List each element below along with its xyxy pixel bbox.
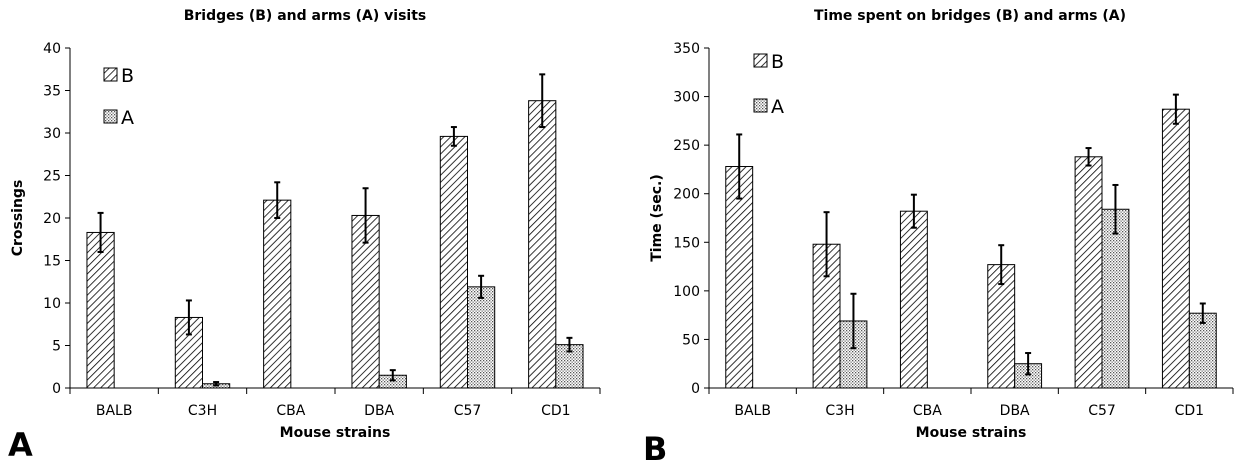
- y-tick-label: 200: [673, 187, 700, 203]
- x-tick-label: BALB: [96, 403, 133, 419]
- bar-B-DBA: [351, 214, 380, 389]
- y-axis-label: Time (sec.): [649, 174, 665, 262]
- x-tick-label: CBA: [913, 403, 942, 419]
- y-tick-label: 15: [43, 254, 61, 270]
- x-tick-label: CD1: [1175, 403, 1204, 419]
- y-tick-label: 350: [673, 41, 700, 57]
- bar-B-CBA: [899, 210, 928, 389]
- y-tick-label: 100: [673, 284, 700, 300]
- x-tick-label: CD1: [541, 403, 570, 419]
- bar-B-CBA: [263, 199, 292, 389]
- y-tick-label: 35: [43, 84, 61, 100]
- bar-A-CD1: [1188, 312, 1217, 389]
- legend-label-B: B: [121, 65, 134, 87]
- y-tick-label: 25: [43, 169, 61, 185]
- x-tick-label: BALB: [734, 403, 771, 419]
- y-tick-label: 150: [673, 235, 700, 251]
- x-tick-label: C57: [454, 403, 482, 419]
- y-tick-label: 0: [52, 381, 61, 397]
- x-axis-label: Mouse strains: [916, 425, 1027, 441]
- bar-B-CD1: [528, 100, 557, 389]
- y-tick-label: 30: [43, 126, 61, 142]
- x-tick-label: DBA: [1000, 403, 1030, 419]
- panel-letter: B: [643, 430, 667, 461]
- y-tick-label: 10: [43, 296, 61, 312]
- bar-A-C57: [1101, 208, 1130, 389]
- chart-title: Bridges (B) and arms (A) visits: [184, 8, 427, 24]
- x-tick-label: C3H: [188, 403, 217, 419]
- chart-panel-b: Time spent on bridges (B) and arms (A) 0 5…: [643, 8, 1234, 461]
- legend-label-A: A: [121, 107, 134, 129]
- y-tick-label: 5: [52, 339, 61, 355]
- bar-B-CD1: [1161, 108, 1190, 389]
- y-tick-label: 250: [673, 138, 700, 154]
- chart-title: Time spent on bridges (B) and arms (A): [814, 8, 1126, 24]
- panel-letter: A: [8, 426, 33, 461]
- x-tick-label: CBA: [276, 403, 305, 419]
- y-tick-label: 40: [43, 41, 61, 57]
- bar-B-C57: [1074, 156, 1103, 389]
- chart-panel-a: Bridges (B) and arms (A) visits 0 5 10 15 20 2…: [8, 8, 601, 461]
- x-tick-label: DBA: [364, 403, 394, 419]
- legend-swatch-B: [753, 53, 768, 68]
- y-axis-label: Crossings: [10, 180, 26, 257]
- bar-B-DBA: [987, 264, 1016, 389]
- y-tick-label: 300: [673, 90, 700, 106]
- bar-A-C57: [467, 286, 496, 389]
- x-tick-label: C3H: [825, 403, 854, 419]
- legend-swatch-A: [753, 98, 768, 113]
- legend-swatch-B: [103, 67, 118, 82]
- legend-label-B: B: [771, 51, 784, 73]
- x-axis-label: Mouse strains: [280, 425, 391, 441]
- y-tick-label: 50: [682, 332, 700, 348]
- legend-swatch-A: [103, 109, 118, 124]
- y-tick-label: 20: [43, 211, 61, 227]
- bar-B-C57: [439, 135, 469, 389]
- bar-B-BALB: [86, 231, 115, 389]
- legend-label-A: A: [771, 96, 784, 118]
- y-tick-label: 0: [691, 381, 700, 397]
- x-tick-label: C57: [1088, 403, 1116, 419]
- bar-B-BALB: [725, 166, 754, 389]
